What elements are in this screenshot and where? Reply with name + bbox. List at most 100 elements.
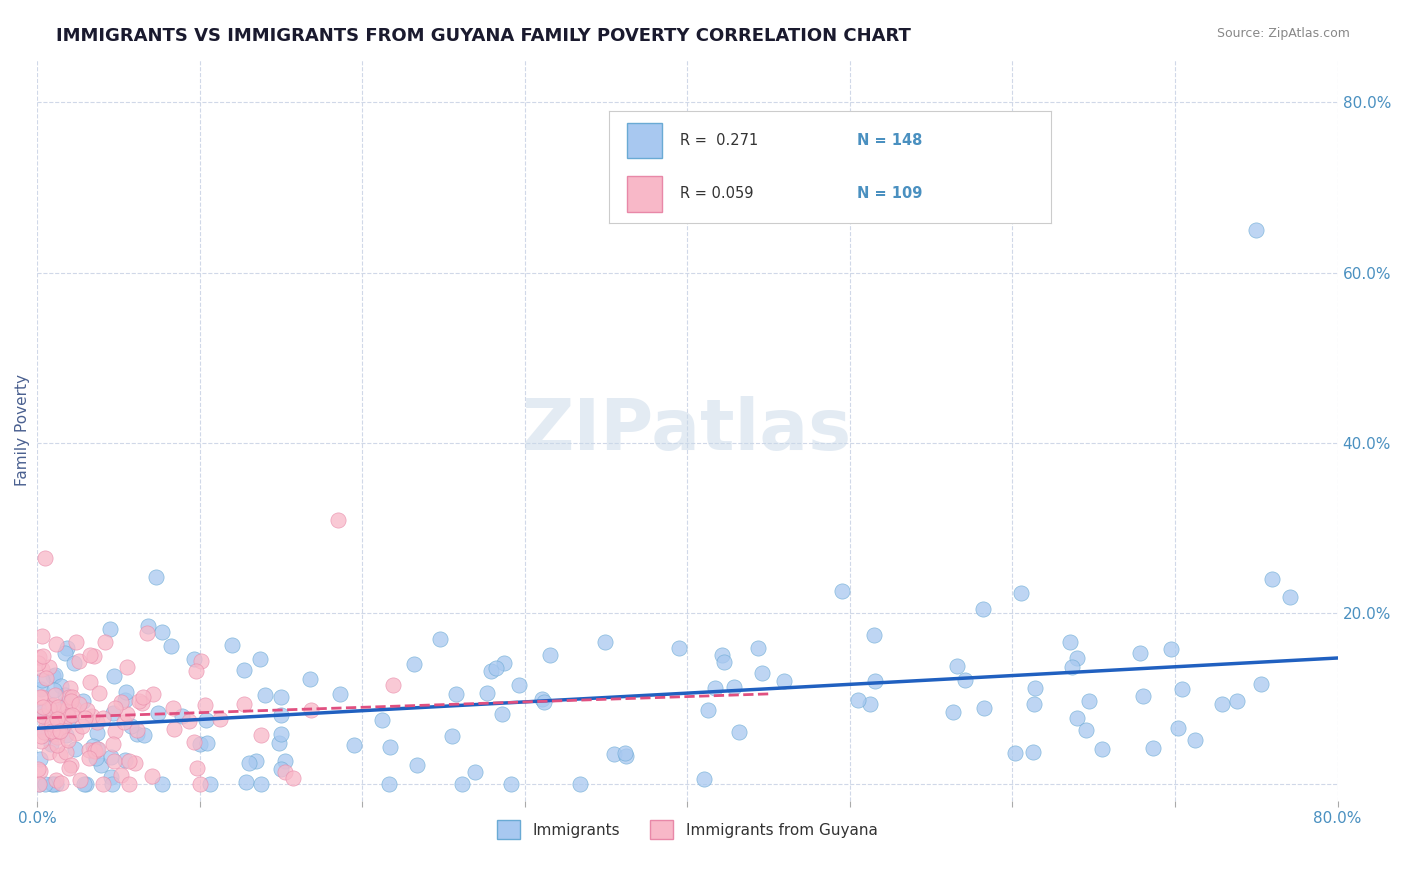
Point <box>37 726 59 740</box>
Point <box>1091 742 1114 756</box>
Point <box>55 728 77 742</box>
Point <box>128 694 150 708</box>
Point <box>101 706 124 721</box>
Point <box>83 743 105 757</box>
Point <box>1022 745 1045 759</box>
Point <box>249 777 271 791</box>
Point <box>42 777 65 791</box>
Point <box>115 685 138 699</box>
Point <box>249 651 271 665</box>
Point <box>198 777 221 791</box>
Point <box>846 693 869 707</box>
Point <box>863 674 886 689</box>
Point <box>100 770 122 784</box>
Point <box>668 641 690 656</box>
Point <box>723 680 745 694</box>
Point <box>406 758 429 772</box>
Point <box>53 646 76 660</box>
Point <box>44 700 66 714</box>
Point <box>118 777 141 791</box>
Point <box>56 733 79 747</box>
Point <box>404 657 426 672</box>
Point <box>84 744 107 758</box>
Point <box>124 756 146 770</box>
Point <box>100 777 122 791</box>
Point <box>58 681 80 695</box>
Point <box>132 690 155 704</box>
Point <box>343 738 366 752</box>
Point <box>90 758 112 772</box>
Point <box>112 715 135 730</box>
Point <box>42 727 65 741</box>
Point <box>464 765 486 780</box>
Point <box>42 668 65 682</box>
Point <box>382 678 405 692</box>
Point <box>131 696 153 710</box>
Point <box>150 625 173 640</box>
Point <box>42 698 65 712</box>
Point <box>1211 697 1233 711</box>
Point <box>114 753 136 767</box>
Point <box>249 728 271 742</box>
Point <box>145 570 167 584</box>
Point <box>614 749 637 764</box>
Point <box>494 656 516 670</box>
Point <box>270 690 292 705</box>
Point <box>831 583 853 598</box>
Point <box>162 701 184 715</box>
Point <box>172 708 194 723</box>
Point <box>1066 710 1088 724</box>
Point <box>440 730 463 744</box>
Point <box>595 635 617 649</box>
Point <box>30 729 52 743</box>
Point <box>46 730 69 744</box>
Point <box>973 701 995 715</box>
Point <box>233 663 256 677</box>
Point <box>177 714 200 729</box>
Point <box>31 705 53 719</box>
Point <box>38 659 60 673</box>
Point <box>46 711 69 725</box>
Point <box>86 741 108 756</box>
Point <box>697 703 720 717</box>
Point <box>190 777 212 791</box>
Point <box>45 637 67 651</box>
Point <box>27 777 49 791</box>
Point <box>751 666 773 681</box>
Point <box>49 776 72 790</box>
Point <box>52 719 75 733</box>
Point <box>270 727 292 741</box>
Point <box>89 686 111 700</box>
Point <box>1246 223 1268 237</box>
Point <box>84 751 107 765</box>
Text: ZIPatlas: ZIPatlas <box>522 396 852 465</box>
Point <box>39 737 62 751</box>
Point <box>972 601 994 615</box>
Point <box>1142 740 1164 755</box>
Point <box>195 713 218 727</box>
Point <box>141 769 163 783</box>
Point <box>233 697 256 711</box>
Point <box>41 777 63 791</box>
Point <box>103 724 125 739</box>
Point <box>186 761 208 775</box>
Point <box>27 762 49 776</box>
Point <box>568 777 591 791</box>
Point <box>83 648 105 663</box>
Point <box>38 701 60 715</box>
Point <box>238 756 260 770</box>
Point <box>82 739 104 753</box>
Point <box>747 641 769 656</box>
Point <box>946 658 969 673</box>
Point <box>1066 650 1088 665</box>
Point <box>63 741 86 756</box>
Point <box>1004 747 1026 761</box>
Point <box>58 700 80 714</box>
Point <box>114 692 136 706</box>
Point <box>45 738 67 752</box>
Point <box>245 755 267 769</box>
Point <box>274 754 297 768</box>
Point <box>150 777 173 791</box>
Point <box>104 700 127 714</box>
Point <box>38 715 60 730</box>
